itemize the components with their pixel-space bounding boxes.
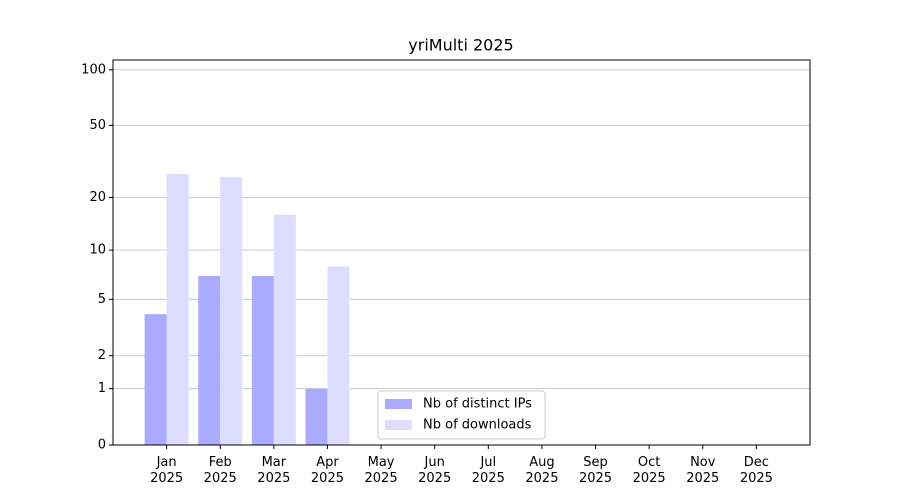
- y-tick-label: 10: [89, 243, 106, 258]
- bar: [251, 275, 274, 445]
- x-tick-label: Nov 2025: [686, 455, 719, 486]
- x-tick-label: Dec 2025: [740, 455, 773, 486]
- x-tick-label: Apr 2025: [311, 455, 344, 486]
- bar: [220, 177, 243, 445]
- x-tick-label: Jul 2025: [472, 455, 505, 486]
- x-tick-label: Jan 2025: [150, 455, 183, 486]
- legend-label: Nb of distinct IPs: [423, 397, 532, 412]
- bar: [305, 388, 328, 445]
- y-tick-label: 50: [89, 118, 106, 133]
- legend-frame: [377, 390, 546, 440]
- y-tick-label: 100: [81, 62, 106, 77]
- bar: [198, 275, 221, 445]
- y-tick-label: 5: [98, 292, 106, 307]
- y-tick-label: 2: [98, 348, 106, 363]
- bar: [144, 314, 167, 445]
- legend: Nb of distinct IPs Nb of downloads: [377, 390, 546, 440]
- y-tick-label: 1: [98, 381, 106, 396]
- bar: [273, 214, 296, 445]
- x-tick-label: May 2025: [365, 455, 398, 486]
- x-tick-label: Oct 2025: [633, 455, 666, 486]
- y-tick-label: 0: [98, 438, 106, 453]
- y-tick-label: 20: [89, 190, 106, 205]
- legend-swatch: [385, 420, 412, 430]
- x-tick-label: Sep 2025: [579, 455, 612, 486]
- x-tick-label: Jun 2025: [418, 455, 451, 486]
- x-tick-label: Mar 2025: [257, 455, 290, 486]
- bar: [166, 174, 189, 445]
- x-tick-label: Feb 2025: [204, 455, 237, 486]
- legend-swatch: [385, 399, 412, 409]
- chart-title: yriMulti 2025: [408, 36, 513, 55]
- bar: [327, 266, 350, 445]
- x-tick-label: Aug 2025: [525, 455, 558, 486]
- legend-label: Nb of downloads: [423, 418, 532, 433]
- plot-frame: [112, 59, 811, 446]
